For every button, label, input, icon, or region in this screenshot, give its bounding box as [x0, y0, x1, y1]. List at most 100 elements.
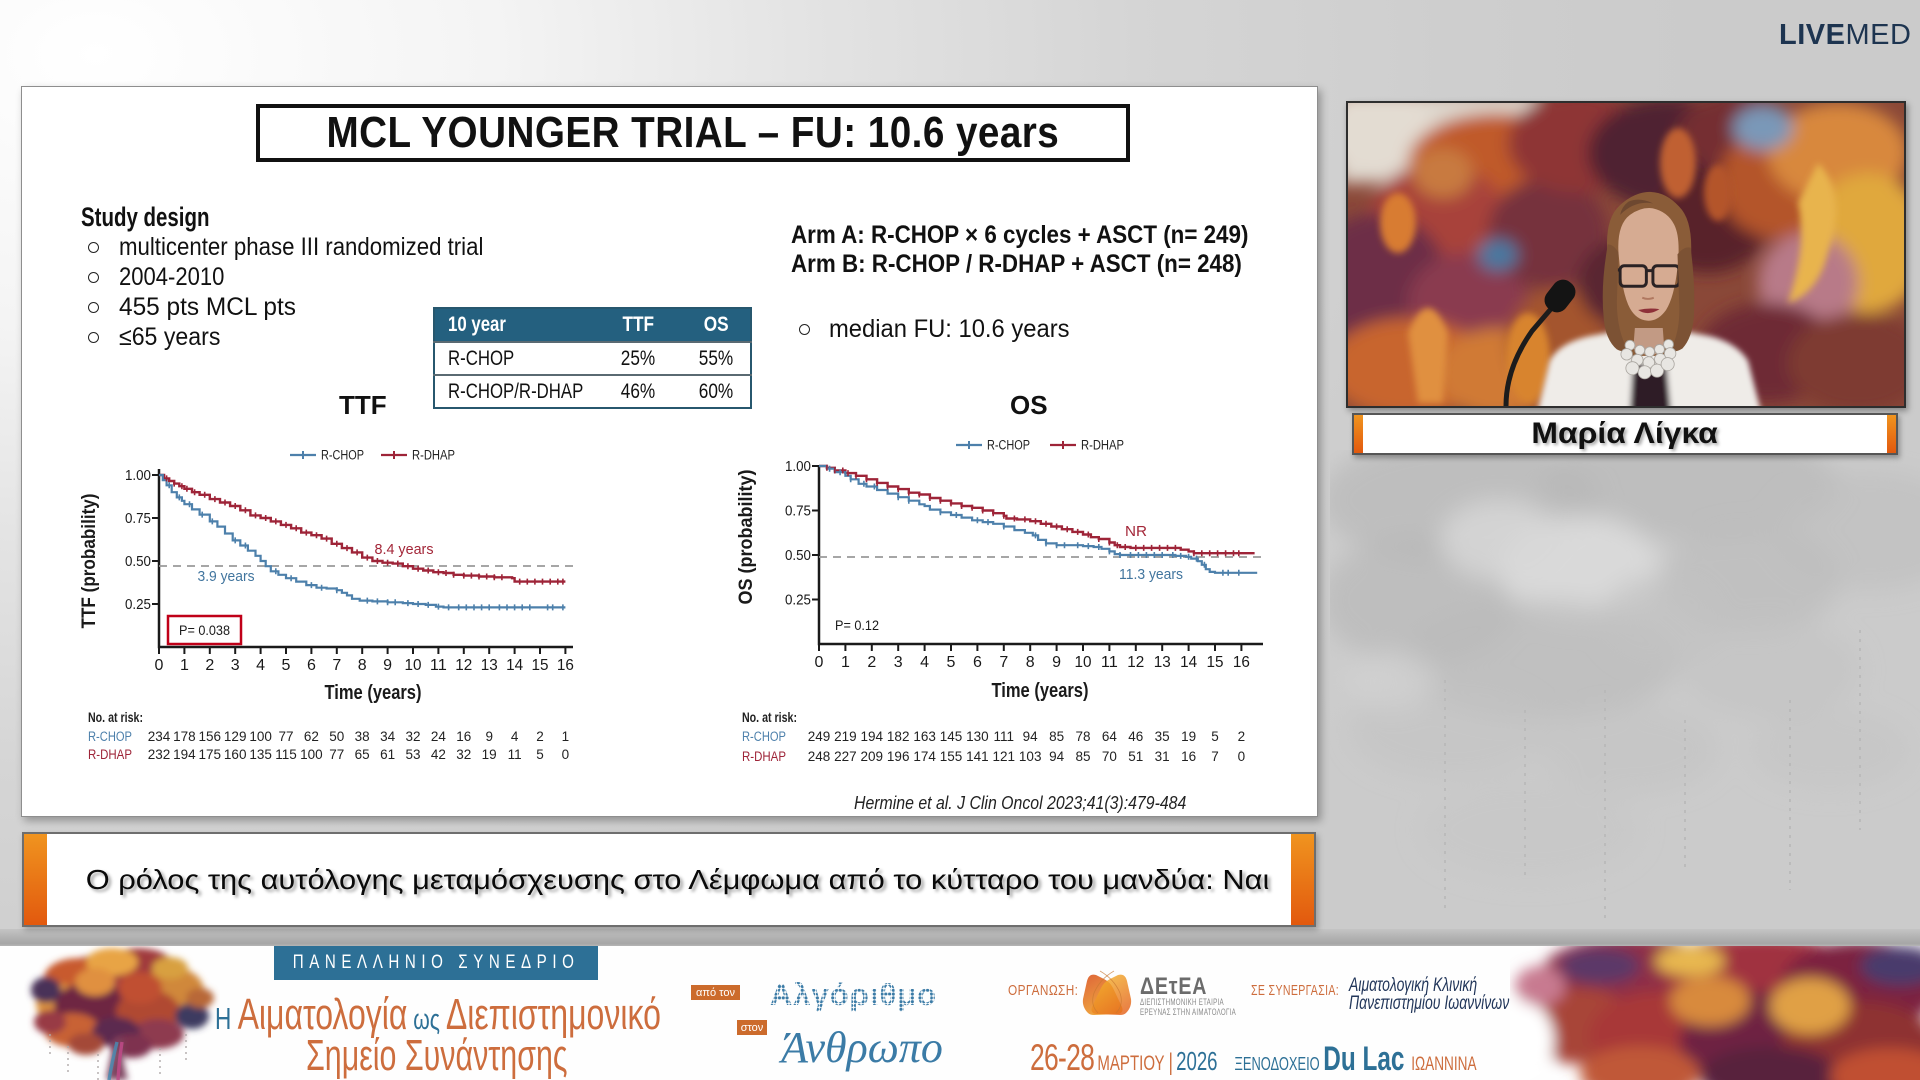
svg-text:0: 0: [562, 747, 570, 762]
svg-text:1: 1: [841, 654, 850, 671]
svg-text:5: 5: [282, 657, 291, 674]
svg-text:P= 0.12: P= 0.12: [835, 617, 879, 633]
svg-text:160: 160: [224, 747, 247, 762]
svg-text:TTF (probability): TTF (probability): [79, 494, 100, 629]
svg-text:196: 196: [887, 749, 910, 764]
svg-text:3.9 years: 3.9 years: [198, 568, 255, 585]
svg-text:94: 94: [1049, 749, 1065, 764]
svg-text:249: 249: [808, 729, 831, 744]
svg-text:1.00: 1.00: [785, 459, 811, 475]
svg-text:16: 16: [557, 657, 574, 674]
svg-text:175: 175: [199, 747, 222, 762]
svg-text:51: 51: [1128, 749, 1143, 764]
svg-text:19: 19: [482, 747, 497, 762]
svg-text:115: 115: [275, 747, 297, 762]
svg-text:R-CHOP: R-CHOP: [321, 448, 364, 463]
svg-text:16: 16: [1233, 654, 1250, 671]
svg-text:9: 9: [1052, 654, 1061, 671]
svg-text:4: 4: [920, 654, 929, 671]
svg-text:100: 100: [300, 747, 323, 762]
svg-text:32: 32: [405, 729, 420, 744]
svg-text:232: 232: [148, 747, 171, 762]
svg-text:6: 6: [307, 657, 316, 674]
svg-text:34: 34: [380, 729, 396, 744]
svg-text:0: 0: [815, 654, 824, 671]
svg-text:7: 7: [999, 654, 1008, 671]
svg-text:14: 14: [1180, 654, 1197, 671]
svg-text:182: 182: [887, 729, 910, 744]
svg-text:38: 38: [355, 729, 370, 744]
svg-text:11.3 years: 11.3 years: [1119, 566, 1183, 583]
svg-text:0.50: 0.50: [125, 554, 151, 570]
svg-text:70: 70: [1102, 749, 1117, 764]
svg-text:0.25: 0.25: [785, 593, 811, 609]
svg-text:0.75: 0.75: [785, 504, 811, 520]
svg-text:194: 194: [173, 747, 196, 762]
svg-text:77: 77: [329, 747, 344, 762]
svg-text:10: 10: [405, 657, 422, 674]
svg-text:11: 11: [1101, 654, 1118, 671]
svg-text:8: 8: [1026, 654, 1035, 671]
svg-text:163: 163: [913, 729, 936, 744]
svg-text:141: 141: [966, 749, 989, 764]
svg-text:129: 129: [224, 729, 247, 744]
svg-text:7: 7: [1211, 749, 1219, 764]
svg-text:209: 209: [861, 749, 884, 764]
svg-text:No. at risk:: No. at risk:: [88, 710, 143, 725]
svg-text:No. at risk:: No. at risk:: [742, 710, 797, 725]
svg-text:4: 4: [511, 729, 519, 744]
svg-text:1: 1: [180, 657, 189, 674]
svg-text:31: 31: [1155, 749, 1170, 764]
svg-text:65: 65: [355, 747, 370, 762]
svg-text:9: 9: [485, 729, 493, 744]
svg-text:227: 227: [834, 749, 857, 764]
svg-text:219: 219: [834, 729, 857, 744]
svg-text:12: 12: [455, 657, 472, 674]
svg-text:5: 5: [947, 654, 956, 671]
svg-text:46: 46: [1128, 729, 1143, 744]
svg-text:178: 178: [173, 729, 196, 744]
svg-text:1: 1: [562, 729, 570, 744]
svg-text:16: 16: [1181, 749, 1196, 764]
svg-text:8.4 years: 8.4 years: [375, 541, 434, 558]
svg-text:10: 10: [1075, 654, 1092, 671]
svg-text:3: 3: [894, 654, 903, 671]
svg-text:2: 2: [536, 729, 544, 744]
svg-text:24: 24: [431, 729, 447, 744]
svg-text:174: 174: [913, 749, 936, 764]
svg-text:130: 130: [966, 729, 989, 744]
svg-text:R-DHAP: R-DHAP: [1081, 438, 1124, 453]
svg-text:R-DHAP: R-DHAP: [412, 448, 455, 463]
svg-text:13: 13: [481, 657, 498, 674]
svg-text:11: 11: [430, 657, 447, 674]
svg-text:OS (probability): OS (probability): [736, 470, 757, 605]
svg-text:64: 64: [1102, 729, 1118, 744]
svg-text:1.00: 1.00: [125, 468, 151, 484]
svg-text:42: 42: [431, 747, 446, 762]
svg-text:19: 19: [1181, 729, 1196, 744]
svg-text:194: 194: [861, 729, 884, 744]
svg-text:50: 50: [329, 729, 344, 744]
svg-text:32: 32: [456, 747, 471, 762]
svg-text:R-DHAP: R-DHAP: [88, 747, 132, 762]
svg-text:145: 145: [940, 729, 963, 744]
svg-text:16: 16: [456, 729, 471, 744]
svg-text:13: 13: [1154, 654, 1171, 671]
svg-text:2: 2: [867, 654, 876, 671]
svg-text:3: 3: [231, 657, 240, 674]
svg-text:12: 12: [1127, 654, 1144, 671]
svg-text:53: 53: [405, 747, 420, 762]
svg-text:2: 2: [205, 657, 214, 674]
svg-text:8: 8: [358, 657, 367, 674]
svg-text:15: 15: [532, 657, 549, 674]
svg-text:6: 6: [973, 654, 982, 671]
svg-text:4: 4: [256, 657, 265, 674]
svg-text:0: 0: [155, 657, 164, 674]
svg-text:155: 155: [940, 749, 963, 764]
svg-text:5: 5: [536, 747, 544, 762]
svg-text:248: 248: [808, 749, 831, 764]
svg-text:15: 15: [1207, 654, 1224, 671]
svg-text:121: 121: [993, 749, 1016, 764]
svg-text:5: 5: [1211, 729, 1219, 744]
svg-text:NR: NR: [1125, 523, 1147, 540]
